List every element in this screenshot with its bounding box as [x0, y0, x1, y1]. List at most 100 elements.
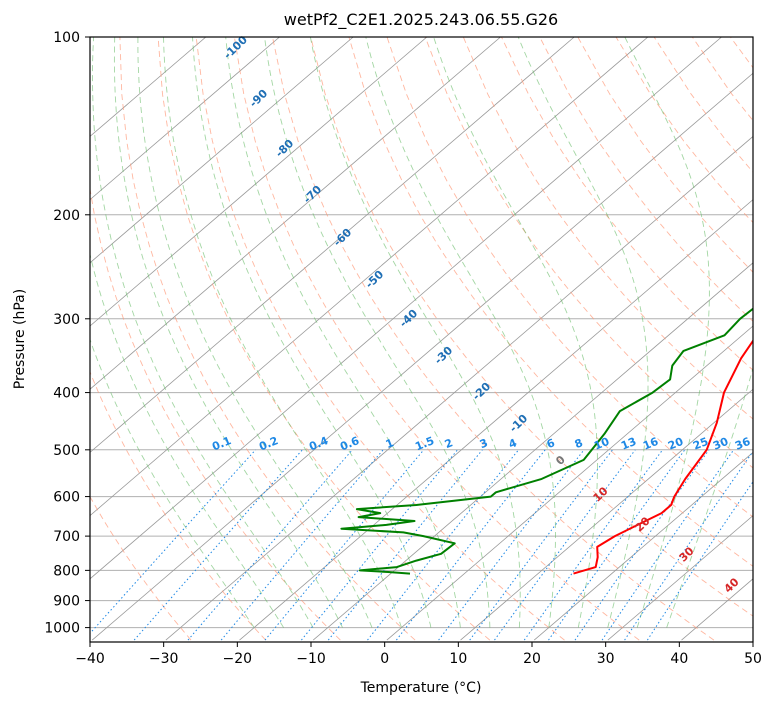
x-axis-label: Temperature (°C) [360, 680, 482, 696]
mixing-ratio-label: 13 [619, 435, 638, 453]
isotherm-line [386, 325, 753, 641]
x-tick-label: 20 [523, 651, 541, 667]
isotherm-label: 10 [591, 484, 611, 504]
isotherm-label: -90 [247, 87, 271, 110]
mixing-ratio-line [438, 449, 585, 641]
mixing-ratio-line [90, 449, 256, 635]
isotherm-label: 30 [677, 544, 697, 564]
mixing-ratio-label: 25 [691, 435, 710, 453]
moist-adiabat-line [113, 37, 343, 628]
dewpoint-line [340, 307, 753, 575]
moist-adiabat-line [433, 37, 598, 628]
mixing-ratio-label: 8 [573, 436, 585, 451]
isotherm-line [90, 37, 280, 201]
mixing-ratio-line [220, 449, 384, 641]
x-axis: −40 −30 −20 −10 0 10 20 30 40 50 [75, 642, 762, 667]
mixing-ratio-label: 1 [384, 436, 396, 451]
dry-adiabat-line [539, 37, 753, 322]
moist-adiabat-line [225, 37, 461, 628]
dry-adiabat-line [691, 37, 753, 122]
mixing-ratio-label: 16 [641, 435, 660, 453]
isotherm-label: -70 [301, 183, 325, 206]
dry-adiabat-line [195, 37, 565, 641]
x-tick-label: −40 [75, 651, 105, 667]
dry-adiabat-line [90, 186, 341, 641]
mixing-ratio-line [646, 480, 753, 641]
dry-adiabat-line [501, 37, 753, 371]
moist-adiabat-line [137, 37, 373, 628]
mixing-ratio-label: 20 [666, 435, 685, 453]
temperature-line [573, 339, 753, 575]
dry-adiabat-line [348, 37, 753, 567]
mixing-ratio-label: 0.4 [307, 434, 330, 453]
mixing-ratio-line [187, 449, 353, 641]
mixing-ratio-label: 3 [478, 436, 490, 451]
dry-adiabat-line [157, 37, 491, 641]
isotherm-label: -30 [432, 344, 456, 367]
chart-series [340, 307, 753, 575]
plot-frame [89, 36, 754, 643]
dry-adiabat-line [386, 37, 753, 518]
chart-grid [90, 37, 775, 641]
isotherm-line [91, 72, 753, 641]
isotherm-line [239, 199, 753, 641]
moist-adiabat-line [92, 37, 314, 628]
y-tick-label: 900 [53, 594, 80, 610]
mixing-ratio-line [601, 449, 735, 641]
isotherm-label: 40 [722, 575, 742, 595]
isotherm-line [312, 262, 753, 641]
dry-adiabat-line [769, 37, 775, 640]
mixing-ratio-line [133, 449, 303, 641]
mixing-ratio-line [624, 450, 753, 641]
moist-adiabat-line [192, 37, 432, 628]
moist-adiabat-line [666, 366, 753, 628]
isotherm-label: -40 [397, 307, 421, 330]
isotherm-line [90, 37, 501, 390]
moist-adiabat-line [365, 37, 556, 628]
isotherm-line [90, 37, 354, 264]
y-tick-label: 500 [53, 443, 80, 459]
isotherm-line [607, 515, 753, 641]
isotherm-line [90, 37, 207, 137]
moist-adiabat-line [309, 37, 521, 628]
moist-adiabat-line [264, 37, 491, 628]
isotherm-line [90, 37, 722, 580]
isotherm-line [165, 135, 753, 641]
dry-adiabat-line [424, 37, 753, 469]
isotherm-label: -80 [273, 137, 297, 160]
moist-adiabat-line [517, 37, 649, 628]
chart-title: wetPf2_C2E1.2025.243.06.55.G26 [284, 10, 558, 30]
mixing-ratio-label: 0.1 [210, 434, 233, 453]
x-tick-label: 10 [449, 651, 467, 667]
isotherm-line [533, 451, 753, 641]
isotherm-line [460, 388, 753, 641]
y-tick-label: 1000 [44, 621, 80, 637]
dry-adiabat-line [90, 370, 267, 641]
y-tick-label: 200 [53, 208, 80, 224]
mixing-ratio-label: 4 [507, 436, 519, 451]
isotherm-label: -50 [363, 268, 387, 291]
mixing-ratio-line [494, 449, 636, 641]
mixing-ratio-line [548, 449, 686, 641]
y-axis-label: Pressure (hPa) [12, 289, 28, 389]
moist-adiabat-line [163, 37, 402, 628]
mixing-ratio-line [301, 449, 458, 641]
x-tick-label: 30 [597, 651, 615, 667]
dry-adiabat-line [462, 37, 753, 420]
y-tick-label: 700 [53, 529, 80, 545]
dry-adiabat-line [272, 37, 715, 641]
mixing-ratio-line [367, 449, 519, 641]
x-tick-label: −30 [149, 651, 179, 667]
y-tick-label: 300 [53, 312, 80, 328]
isotherm-line [755, 37, 775, 640]
mixing-ratio-label: 36 [733, 435, 752, 453]
moist-adiabat-line [90, 252, 284, 628]
x-tick-label: −10 [296, 651, 326, 667]
x-tick-label: 40 [670, 651, 688, 667]
mixing-ratio-line [574, 449, 710, 641]
y-axis: 100 200 300 400 500 600 700 800 900 1000 [44, 30, 90, 637]
mixing-ratio-label: 30 [711, 435, 730, 453]
mixing-ratio-line [469, 449, 613, 641]
moist-adiabat-line [90, 338, 255, 628]
